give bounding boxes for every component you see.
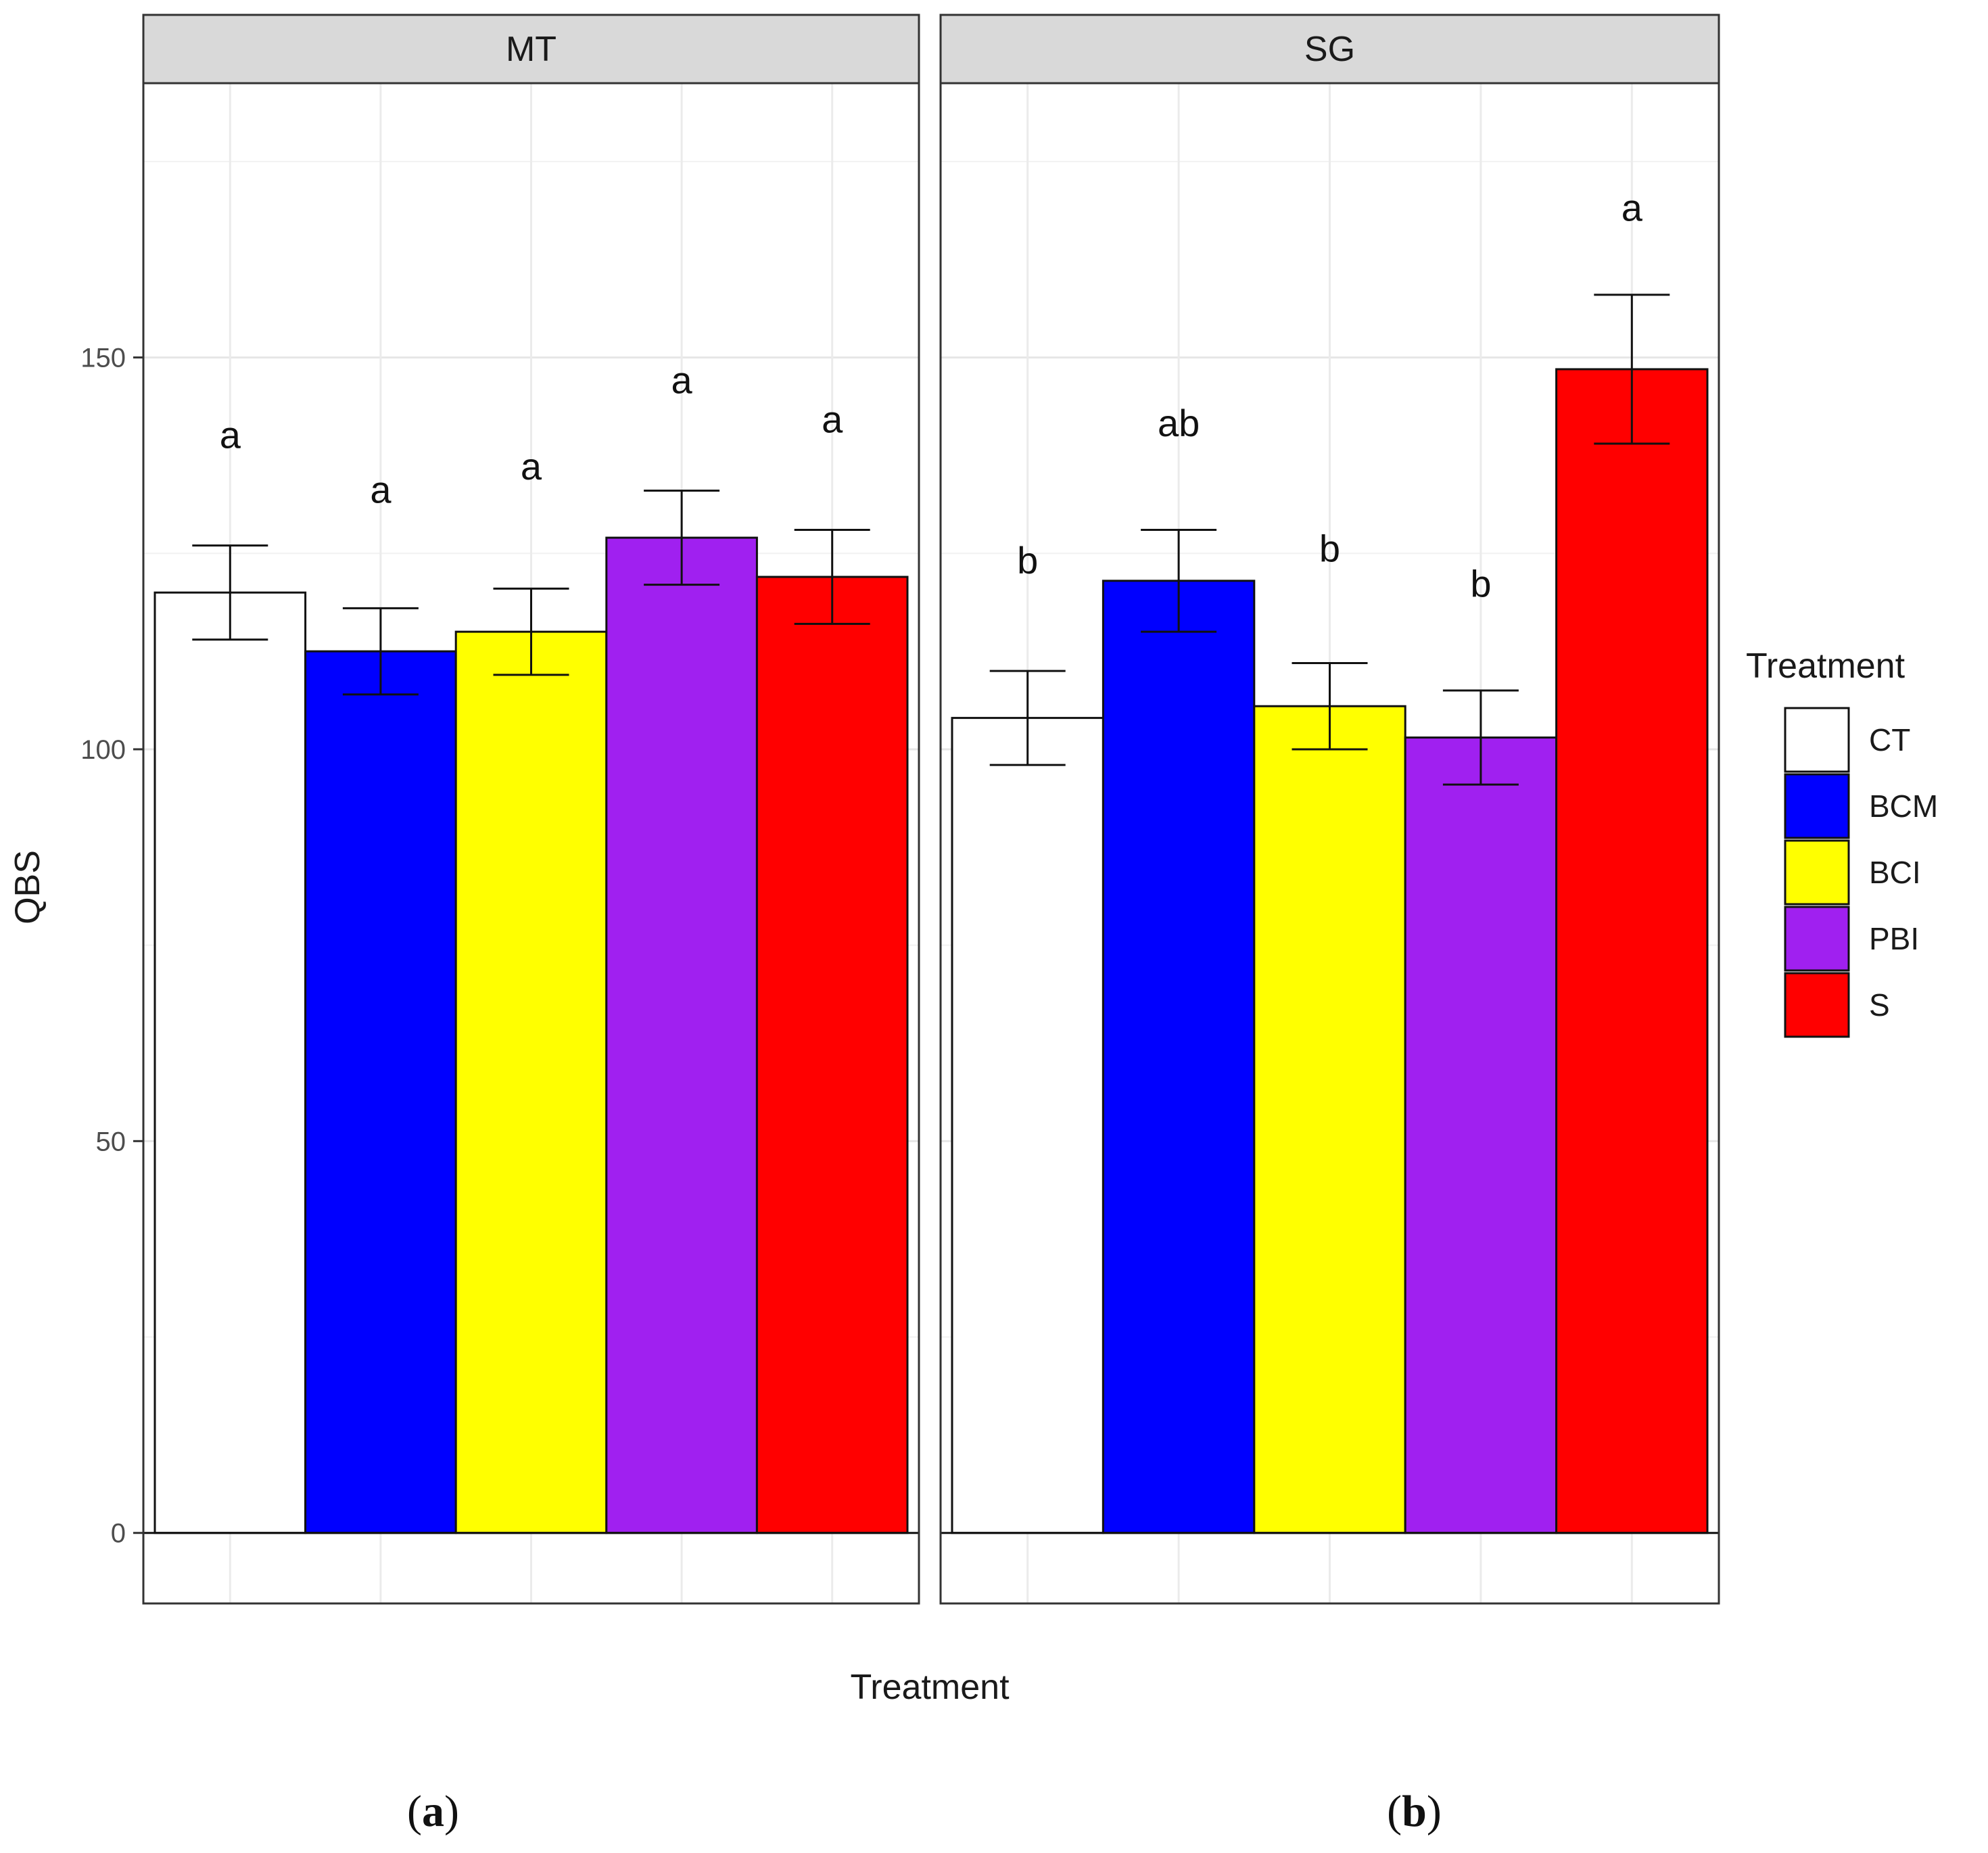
bar-mt-s bbox=[755, 576, 909, 1534]
y-tick-label: 100 bbox=[80, 735, 126, 765]
facet-strip-sg bbox=[939, 14, 1720, 85]
legend-key-bcm bbox=[1784, 773, 1850, 839]
legend-key-s bbox=[1784, 972, 1850, 1038]
legend-label: S bbox=[1869, 987, 1890, 1023]
bar-mt-bci bbox=[454, 630, 608, 1534]
legend-title: Treatment bbox=[1746, 647, 1906, 686]
bar-mt-ct bbox=[153, 591, 307, 1534]
y-axis: 0 50 100 150 bbox=[80, 344, 143, 1549]
y-axis-label: QBS bbox=[8, 850, 47, 924]
y-tick-label: 150 bbox=[80, 344, 126, 373]
significance-letter: a bbox=[370, 469, 392, 511]
significance-letter: b bbox=[1319, 527, 1340, 569]
y-tick-label: 50 bbox=[96, 1127, 126, 1156]
legend-label: BCI bbox=[1869, 855, 1921, 890]
legend-key-pbi bbox=[1784, 906, 1850, 972]
bar-mt-pbi bbox=[605, 536, 758, 1534]
significance-letter: a bbox=[220, 413, 241, 456]
significance-letter: a bbox=[521, 445, 542, 488]
bar-sg-bci bbox=[1253, 705, 1406, 1534]
facet-title: MT bbox=[506, 30, 557, 69]
significance-letter: ab bbox=[1158, 402, 1200, 444]
legend-label: BCM bbox=[1869, 789, 1938, 824]
significance-letter: a bbox=[671, 358, 693, 401]
panel-border bbox=[939, 82, 1720, 1605]
bar-mt-bcm bbox=[304, 650, 457, 1534]
significance-letter: b bbox=[1017, 539, 1038, 582]
panel-caption: (b) bbox=[1387, 1787, 1442, 1836]
facet-strip-mt bbox=[142, 14, 920, 85]
panel-caption: (a) bbox=[407, 1787, 459, 1836]
legend-key-ct bbox=[1784, 707, 1850, 773]
panel-border bbox=[142, 82, 920, 1605]
facet-title: SG bbox=[1304, 30, 1355, 69]
bar-sg-bcm bbox=[1102, 580, 1256, 1534]
legend: Treatment CT BCM BCI PBI S bbox=[1746, 647, 1938, 1038]
x-axis-label: Treatment bbox=[850, 1668, 1010, 1707]
legend-key-bci bbox=[1784, 839, 1850, 906]
panels: MT SG bbox=[142, 14, 1720, 85]
bar-sg-pbi bbox=[1404, 736, 1558, 1534]
legend-label: PBI bbox=[1869, 921, 1919, 956]
panel-frames bbox=[142, 82, 1720, 1605]
bar-sg-s bbox=[1555, 368, 1709, 1534]
significance-letter: a bbox=[822, 398, 843, 440]
significance-letter: b bbox=[1470, 563, 1491, 605]
y-tick-label: 0 bbox=[111, 1519, 126, 1549]
significance-letter: a bbox=[1622, 186, 1643, 229]
legend-label: CT bbox=[1869, 722, 1910, 757]
panel-captions: (a) (b) bbox=[407, 1787, 1442, 1836]
bar-sg-ct bbox=[951, 717, 1104, 1534]
